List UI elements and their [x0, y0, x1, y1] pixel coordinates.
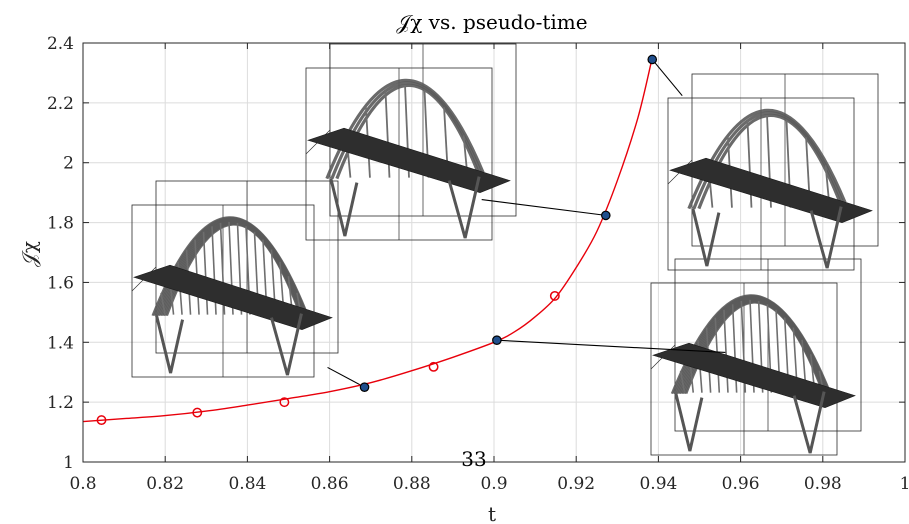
y-tick-label: 1 [63, 453, 74, 473]
x-tick-label: 0.9 [480, 474, 507, 494]
y-tick-label: 2.2 [47, 94, 74, 114]
x-axis-label: t [488, 502, 496, 524]
x-tick-label: 0.92 [557, 474, 595, 494]
y-tick-label: 2.4 [47, 34, 74, 54]
bridge-renderings [132, 44, 878, 455]
x-tick-label: 0.94 [639, 474, 677, 494]
highlighted-data-point [648, 55, 656, 63]
y-tick-label: 1.2 [47, 393, 74, 413]
callout-line [652, 59, 682, 95]
bridge-inset-1 [132, 181, 338, 377]
x-tick-label: 1 [900, 474, 909, 494]
highlighted-data-point [602, 211, 610, 219]
y-tick-labels: 1 1.2 1.4 1.6 1.8 2 2.2 2.4 [47, 34, 74, 473]
y-axis-label: 𝒥χ [17, 241, 41, 267]
highlighted-data-point [493, 336, 501, 344]
page-number: 33 [461, 447, 486, 471]
x-tick-label: 0.96 [722, 474, 760, 494]
x-tick-label: 0.84 [228, 474, 266, 494]
callout-lines [328, 59, 726, 387]
callout-line [482, 200, 606, 216]
callout-line [328, 367, 365, 387]
x-tick-labels: 0.8 0.82 0.84 0.86 0.88 0.9 0.92 0.94 0.96 0.98 1 [69, 474, 909, 494]
y-tick-label: 2 [63, 154, 74, 174]
chart-title: 𝒥χ vs. pseudo-time [396, 10, 587, 34]
x-tick-label: 0.86 [311, 474, 349, 494]
y-tick-label: 1.8 [47, 214, 74, 234]
bridge-inset-4 [668, 74, 878, 270]
y-tick-label: 1.4 [47, 333, 74, 353]
x-tick-label: 0.98 [804, 474, 842, 494]
y-tick-label: 1.6 [47, 273, 74, 293]
grid-lines [83, 43, 905, 462]
bridge-inset-3 [651, 259, 861, 455]
bridge-inset-2 [306, 44, 516, 240]
x-tick-label: 0.88 [393, 474, 431, 494]
x-tick-label: 0.8 [69, 474, 96, 494]
x-tick-label: 0.82 [146, 474, 184, 494]
highlighted-data-point [360, 383, 368, 391]
